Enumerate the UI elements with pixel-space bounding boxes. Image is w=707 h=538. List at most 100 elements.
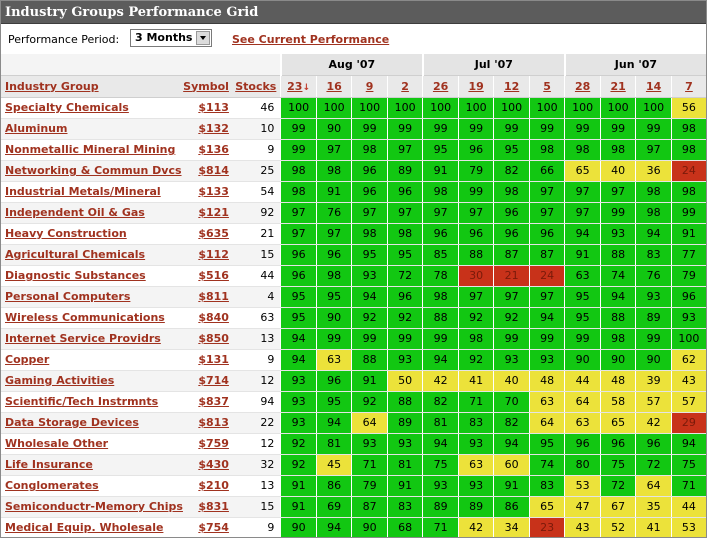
rank-cell: 97 — [528, 181, 565, 203]
rank-cell: 93 — [280, 370, 317, 392]
symbol-link[interactable]: $430 — [182, 454, 233, 476]
symbol-link[interactable]: $850 — [182, 328, 233, 350]
column-header-stocks[interactable]: Stocks — [232, 74, 281, 98]
stocks-count: 4 — [232, 286, 281, 308]
symbol-link[interactable]: $210 — [182, 475, 233, 497]
rank-cell: 99 — [599, 202, 636, 224]
rank-cell: 94 — [315, 412, 352, 434]
rank-cell: 41 — [635, 517, 672, 537]
industry-group-link[interactable]: Conglomerates — [1, 475, 183, 497]
symbol-link[interactable]: $136 — [182, 139, 233, 161]
rank-cell: 88 — [599, 244, 636, 266]
rank-cell: 96 — [386, 181, 423, 203]
rank-cell: 99 — [280, 139, 317, 161]
column-header-week[interactable]: 14 — [635, 74, 672, 98]
rank-cell: 83 — [457, 412, 494, 434]
see-current-performance-link[interactable]: See Current Performance — [232, 33, 390, 46]
month-header-jul: Jul '07 — [421, 54, 565, 75]
rank-cell: 91 — [315, 181, 352, 203]
symbol-link[interactable]: $754 — [182, 517, 233, 537]
rank-cell: 29 — [670, 412, 706, 434]
rank-cell: 96 — [280, 244, 317, 266]
rank-cell: 42 — [457, 517, 494, 537]
industry-group-link[interactable]: Nonmetallic Mineral Mining — [1, 139, 183, 161]
industry-group-link[interactable]: Medical Equip. Wholesale — [1, 517, 183, 537]
symbol-link[interactable]: $133 — [182, 181, 233, 203]
symbol-link[interactable]: $840 — [182, 307, 233, 329]
industry-group-link[interactable]: Wholesale Other — [1, 433, 183, 455]
symbol-link[interactable]: $635 — [182, 223, 233, 245]
symbol-link[interactable]: $814 — [182, 160, 233, 182]
rank-cell: 97 — [599, 181, 636, 203]
rank-cell: 91 — [493, 475, 530, 497]
industry-group-link[interactable]: Industrial Metals/Mineral — [1, 181, 183, 203]
symbol-link[interactable]: $837 — [182, 391, 233, 413]
rank-cell: 67 — [599, 496, 636, 518]
symbol-link[interactable]: $112 — [182, 244, 233, 266]
column-header-week[interactable]: 7 — [670, 74, 706, 98]
month-header-jun: Jun '07 — [563, 54, 706, 75]
industry-group-link[interactable]: Networking & Commun Dvcs — [1, 160, 183, 182]
rank-cell: 21 — [493, 265, 530, 287]
industry-group-link[interactable]: Copper — [1, 349, 183, 371]
rank-cell: 99 — [457, 181, 494, 203]
symbol-link[interactable]: $759 — [182, 433, 233, 455]
industry-group-link[interactable]: Agricultural Chemicals — [1, 244, 183, 266]
symbol-link[interactable]: $132 — [182, 118, 233, 140]
rank-cell: 88 — [422, 307, 459, 329]
rank-cell: 98 — [351, 139, 388, 161]
column-header-week[interactable]: 26 — [422, 74, 459, 98]
symbol-link[interactable]: $714 — [182, 370, 233, 392]
symbol-link[interactable]: $113 — [182, 97, 233, 119]
week-label: 12 — [503, 79, 520, 93]
column-header-industry-group[interactable]: Industry Group — [1, 74, 183, 98]
rank-cell: 90 — [635, 349, 672, 371]
rank-cell: 98 — [599, 328, 636, 350]
industry-group-link[interactable]: Data Storage Devices — [1, 412, 183, 434]
industry-group-link[interactable]: Independent Oil & Gas — [1, 202, 183, 224]
industry-group-link[interactable]: Internet Service Providrs — [1, 328, 183, 350]
rank-cell: 98 — [280, 160, 317, 182]
industry-group-link[interactable]: Diagnostic Substances — [1, 265, 183, 287]
rank-cell: 86 — [315, 475, 352, 497]
column-header-week[interactable]: 19 — [457, 74, 494, 98]
column-header-week[interactable]: 21 — [599, 74, 636, 98]
stocks-count: 94 — [232, 391, 281, 413]
rank-cell: 40 — [599, 160, 636, 182]
symbol-link[interactable]: $121 — [182, 202, 233, 224]
rank-cell: 98 — [564, 139, 601, 161]
column-header-week[interactable]: 23↓ — [280, 74, 317, 98]
industry-group-link[interactable]: Personal Computers — [1, 286, 183, 308]
industry-group-link[interactable]: Gaming Activities — [1, 370, 183, 392]
industry-group-link[interactable]: Heavy Construction — [1, 223, 183, 245]
column-header-symbol[interactable]: Symbol — [182, 74, 233, 98]
rank-cell: 97 — [457, 202, 494, 224]
column-header-week[interactable]: 9 — [351, 74, 388, 98]
industry-group-link[interactable]: Wireless Communications — [1, 307, 183, 329]
period-select[interactable]: 3 Months — [130, 29, 212, 47]
symbol-link[interactable]: $831 — [182, 496, 233, 518]
chevron-down-icon[interactable] — [196, 31, 210, 45]
week-label: 2 — [401, 79, 409, 93]
symbol-link[interactable]: $131 — [182, 349, 233, 371]
column-header-week[interactable]: 16 — [315, 74, 352, 98]
rank-cell: 100 — [315, 97, 352, 119]
symbol-link[interactable]: $813 — [182, 412, 233, 434]
rank-cell: 57 — [670, 391, 706, 413]
column-header-week[interactable]: 28 — [564, 74, 601, 98]
rank-cell: 93 — [422, 475, 459, 497]
industry-group-link[interactable]: Scientific/Tech Instrmnts — [1, 391, 183, 413]
rank-cell: 48 — [528, 370, 565, 392]
rank-cell: 56 — [670, 97, 706, 119]
industry-group-link[interactable]: Specialty Chemicals — [1, 97, 183, 119]
symbol-link[interactable]: $811 — [182, 286, 233, 308]
symbol-link[interactable]: $516 — [182, 265, 233, 287]
rank-cell: 94 — [670, 433, 706, 455]
industry-group-link[interactable]: Life Insurance — [1, 454, 183, 476]
rank-cell: 79 — [457, 160, 494, 182]
column-header-week[interactable]: 12 — [493, 74, 530, 98]
column-header-week[interactable]: 2 — [386, 74, 423, 98]
industry-group-link[interactable]: Aluminum — [1, 118, 183, 140]
industry-group-link[interactable]: Semiconductr-Memory Chips — [1, 496, 183, 518]
column-header-week[interactable]: 5 — [528, 74, 565, 98]
